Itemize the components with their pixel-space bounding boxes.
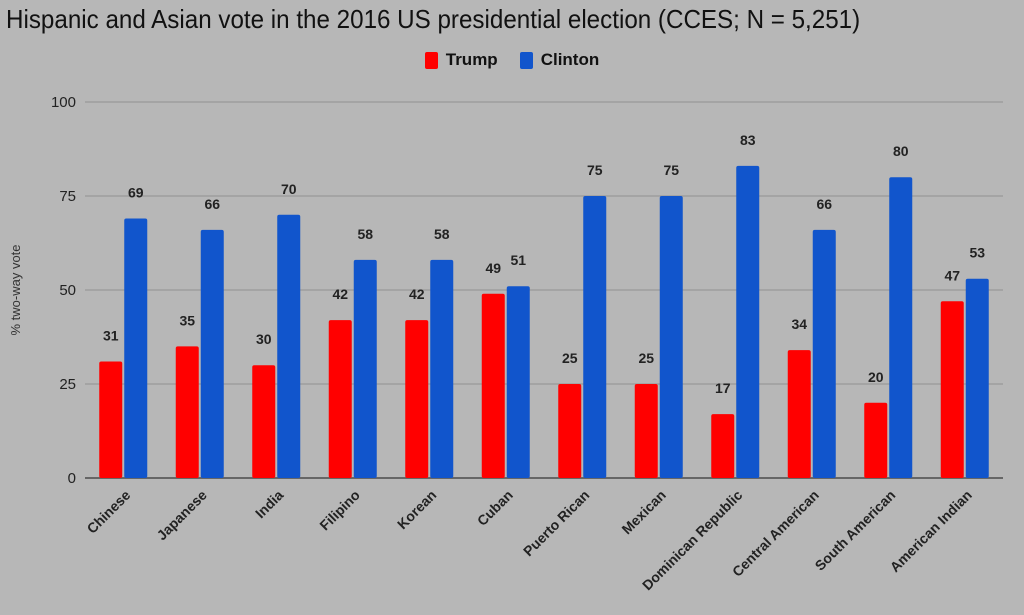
bar-trump[interactable] — [328, 320, 352, 478]
data-label-trump: 42 — [332, 286, 348, 302]
bar-trump[interactable] — [940, 301, 964, 478]
data-label-clinton: 69 — [128, 185, 144, 201]
bar-clinton[interactable] — [200, 229, 224, 478]
legend-item-trump[interactable]: Trump — [424, 50, 498, 70]
data-label-clinton: 80 — [893, 143, 909, 159]
x-tick-label: Japanese — [153, 487, 210, 544]
x-tick-label: Puerto Rican — [520, 487, 592, 559]
y-tick-label: 100 — [51, 94, 76, 111]
data-label-clinton: 75 — [587, 162, 603, 178]
bar-clinton[interactable] — [583, 196, 607, 478]
bar-clinton[interactable] — [965, 278, 989, 478]
bar-clinton[interactable] — [506, 286, 530, 478]
bar-trump[interactable] — [787, 350, 811, 478]
x-tick-label: Filipino — [316, 487, 363, 534]
legend-label-clinton: Clinton — [540, 50, 600, 69]
data-label-clinton: 53 — [969, 245, 985, 261]
bar-trump[interactable] — [481, 293, 505, 478]
bar-clinton[interactable] — [277, 214, 301, 479]
y-tick-label: 0 — [68, 470, 76, 487]
data-labels: 31 69 35 66 30 70 42 58 42 58 49 51 25 75 25 75 17 83 34 66… — [103, 132, 985, 396]
bar-clinton[interactable] — [889, 177, 913, 478]
bar-trump[interactable] — [252, 365, 276, 478]
x-tick-label: Chinese — [84, 487, 134, 537]
bar-trump[interactable] — [405, 320, 429, 478]
data-label-trump: 35 — [179, 312, 195, 328]
data-label-clinton: 58 — [434, 226, 450, 242]
x-tick-label: South American — [812, 487, 899, 574]
y-axis-ticks: 0 25 50 75 100 — [51, 94, 76, 487]
x-tick-label: American Indian — [887, 487, 975, 575]
data-label-trump: 47 — [944, 267, 960, 283]
bar-clinton[interactable] — [430, 259, 454, 478]
data-label-clinton: 66 — [816, 196, 832, 212]
bar-clinton[interactable] — [736, 165, 760, 479]
data-label-trump: 25 — [562, 350, 578, 366]
data-label-trump: 34 — [791, 316, 807, 332]
legend: Trump Clinton — [0, 50, 1024, 70]
bar-trump[interactable] — [558, 384, 582, 478]
data-label-clinton: 58 — [357, 226, 373, 242]
y-axis-label: % two-way vote — [8, 244, 23, 335]
bar-clinton[interactable] — [124, 218, 148, 478]
y-tick-label: 75 — [59, 188, 76, 205]
bar-trump[interactable] — [99, 361, 123, 478]
legend-swatch-clinton — [519, 51, 533, 69]
legend-label-trump: Trump — [445, 50, 498, 69]
bar-clinton[interactable] — [812, 229, 836, 478]
x-tick-label: Cuban — [474, 487, 516, 529]
y-tick-label: 50 — [59, 282, 76, 299]
legend-swatch-trump — [424, 51, 438, 69]
data-label-trump: 25 — [638, 350, 654, 366]
bar-trump[interactable] — [864, 402, 888, 478]
data-label-clinton: 83 — [740, 132, 756, 148]
data-label-clinton: 70 — [281, 181, 297, 197]
x-tick-label: Korean — [394, 487, 439, 532]
chart-title: Hispanic and Asian vote in the 2016 US p… — [6, 4, 861, 34]
legend-item-clinton[interactable]: Clinton — [519, 50, 600, 70]
data-label-trump: 42 — [409, 286, 425, 302]
data-label-trump: 31 — [103, 327, 119, 343]
data-label-trump: 49 — [485, 260, 501, 276]
data-label-clinton: 51 — [510, 252, 526, 268]
data-label-trump: 20 — [868, 369, 884, 385]
x-tick-label: Central American — [729, 487, 822, 580]
x-tick-label: Mexican — [618, 487, 668, 537]
x-axis-labels: Chinese Japanese India Filipino Korean Cuban P… — [84, 487, 975, 594]
data-label-clinton: 75 — [663, 162, 679, 178]
gridlines — [85, 101, 1003, 479]
bar-clinton[interactable] — [659, 196, 683, 478]
y-tick-label: 25 — [59, 376, 76, 393]
data-label-trump: 30 — [256, 331, 272, 347]
bar-trump[interactable] — [175, 346, 199, 478]
bar-trump[interactable] — [711, 414, 735, 478]
data-label-clinton: 66 — [204, 196, 220, 212]
data-label-trump: 17 — [715, 380, 731, 396]
bars — [99, 165, 989, 479]
x-tick-label: India — [252, 487, 287, 522]
bar-clinton[interactable] — [353, 259, 377, 478]
bar-trump[interactable] — [634, 384, 658, 478]
